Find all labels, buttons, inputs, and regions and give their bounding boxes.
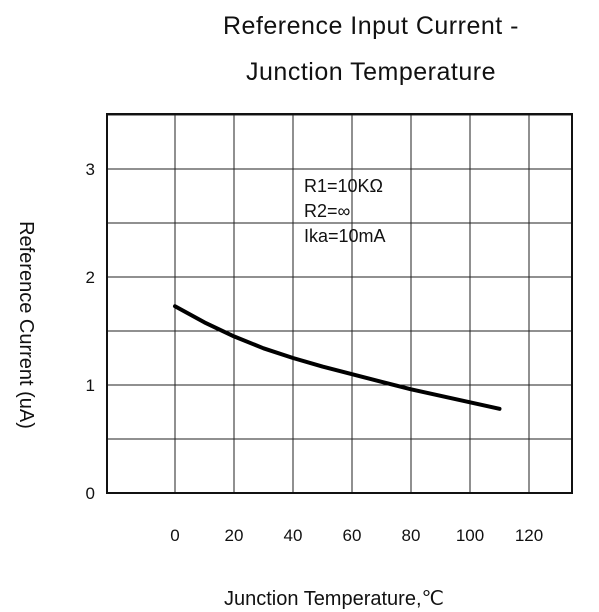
x-tick-label: 20 — [225, 526, 244, 545]
y-tick-label: 2 — [86, 268, 95, 287]
y-tick-label: 1 — [86, 376, 95, 395]
x-tick-label: 100 — [456, 526, 484, 545]
tick-labels: 0 20 40 60 80 100 120 0 1 2 3 — [86, 160, 544, 545]
x-tick-label: 60 — [343, 526, 362, 545]
y-tick-label: 3 — [86, 160, 95, 179]
x-tick-label: 120 — [515, 526, 543, 545]
plot-frame — [106, 113, 573, 494]
x-tick-label: 80 — [402, 526, 421, 545]
x-tick-label: 0 — [170, 526, 179, 545]
chart-title-line-2: Junction Temperature — [246, 58, 496, 86]
x-tick-label: 40 — [284, 526, 303, 545]
series-line — [173, 304, 502, 411]
chart-title-line-1: Reference Input Current - — [223, 12, 519, 40]
series-layer — [173, 304, 502, 411]
annotation-r2: R2=∞ — [304, 201, 351, 221]
annotation-ika: Ika=10mA — [304, 226, 386, 246]
annotation-r1: R1=10KΩ — [304, 176, 383, 196]
x-axis-label: Junction Temperature,℃ — [224, 588, 444, 610]
grid — [107, 114, 572, 493]
y-axis-label: Reference Current (uA) — [15, 221, 37, 429]
y-tick-label: 0 — [86, 484, 95, 503]
